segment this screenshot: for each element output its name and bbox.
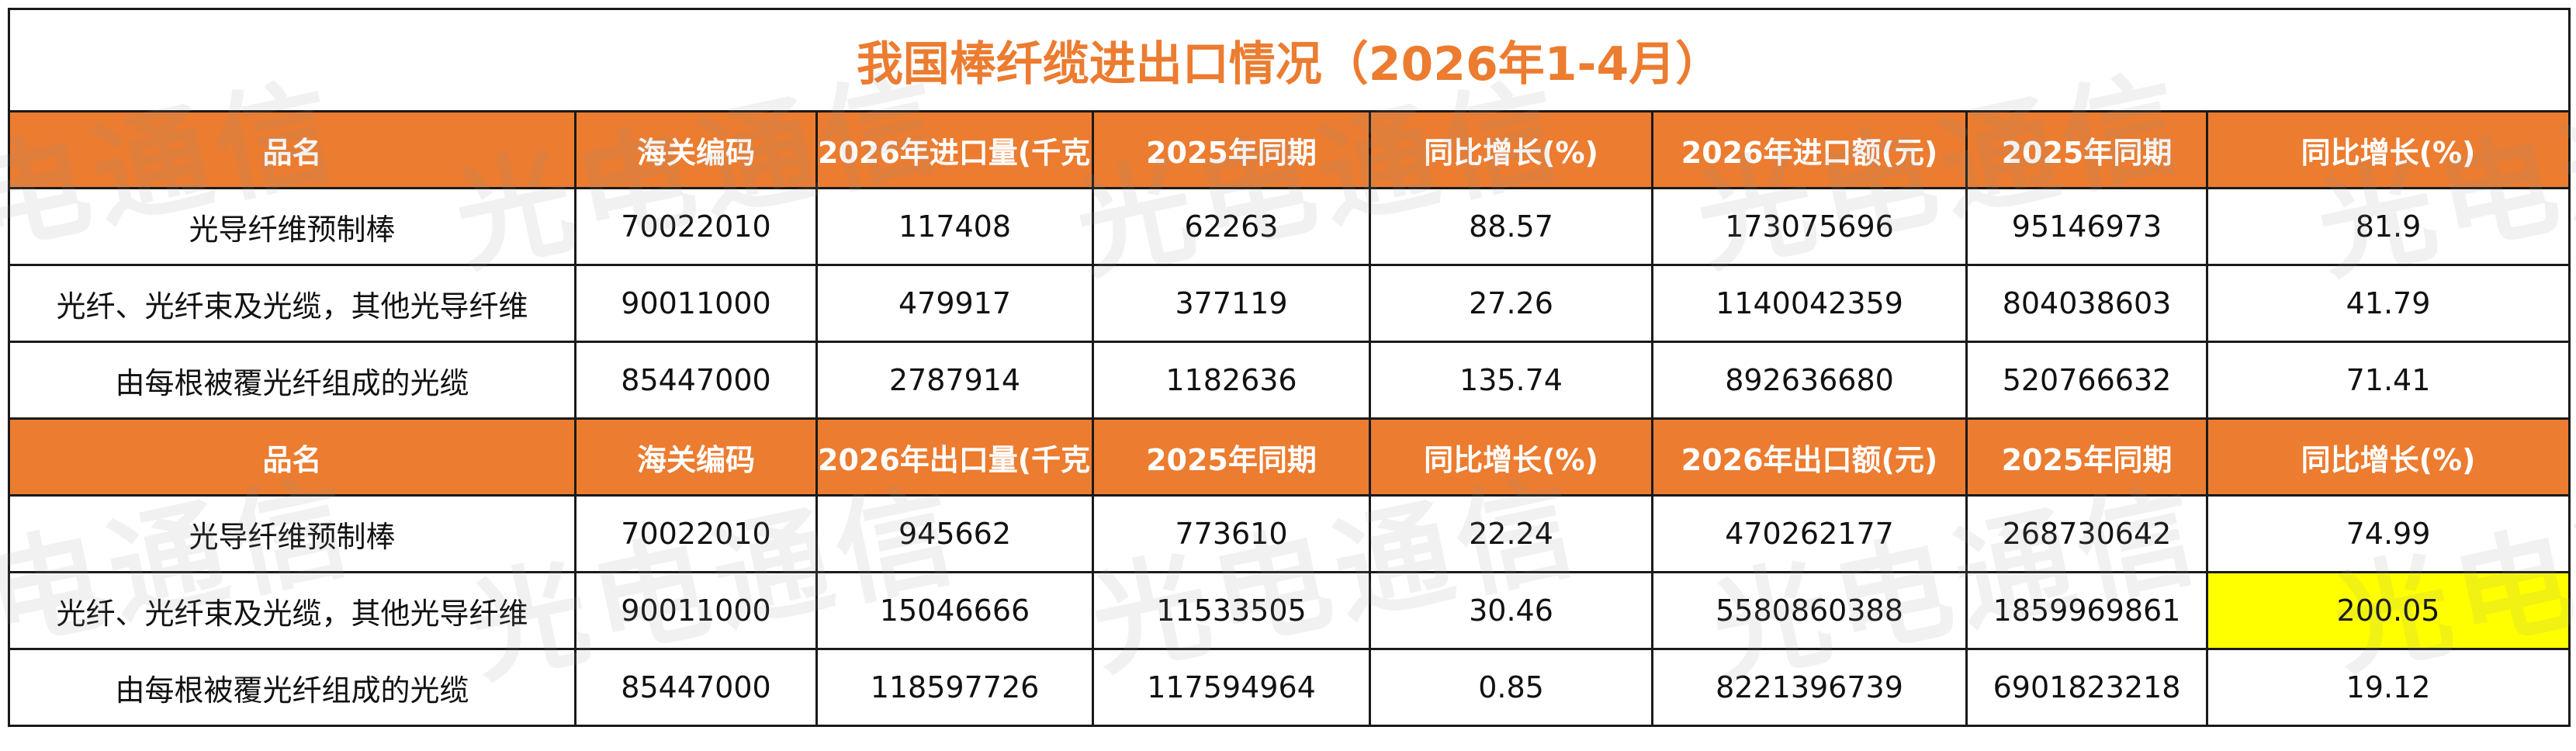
customs-code-cell: 70022010: [574, 494, 818, 573]
amount-growth-cell: 81.9: [2205, 187, 2571, 266]
header-cell: 同比增长(%): [1369, 417, 1653, 497]
prior-volume-cell: 11533505: [1092, 571, 1371, 650]
table-row: 光纤、光纤束及光缆，其他光导纤维 90011000 479917 377119 …: [8, 264, 2571, 343]
amount-cell: 8221396739: [1651, 648, 1968, 727]
header-cell: 同比增长(%): [2205, 110, 2571, 189]
volume-cell: 117408: [815, 187, 1094, 266]
volume-cell: 118597726: [815, 648, 1094, 727]
prior-volume-cell: 1182636: [1092, 341, 1371, 420]
title-row: 我国棒纤缆进出口情况（2026年1-4月）: [7, 8, 2571, 112]
header-cell: 2025年同期: [1092, 110, 1371, 189]
volume-growth-cell: 88.57: [1369, 187, 1653, 266]
product-name-cell: 光导纤维预制棒: [8, 187, 576, 266]
table-row: 光纤、光纤束及光缆，其他光导纤维 90011000 15046666 11533…: [8, 571, 2571, 650]
table-row: 光导纤维预制棒 70022010 117408 62263 88.57 1730…: [8, 187, 2571, 266]
volume-cell: 15046666: [815, 571, 1094, 650]
customs-code-cell: 90011000: [574, 571, 818, 650]
header-cell: 2026年进口量(千克): [815, 110, 1094, 189]
prior-amount-cell: 520766632: [1965, 341, 2208, 420]
product-name-cell: 光导纤维预制棒: [8, 494, 576, 573]
prior-amount-cell: 1859969861: [1965, 571, 2208, 650]
header-cell: 2026年进口额(元): [1651, 110, 1968, 189]
product-name-cell: 由每根被覆光纤组成的光缆: [8, 341, 576, 420]
amount-cell: 173075696: [1651, 187, 1968, 266]
volume-cell: 945662: [815, 494, 1094, 573]
volume-cell: 2787914: [815, 341, 1094, 420]
header-cell: 品名: [8, 110, 576, 189]
header-cell: 2026年出口量(千克): [815, 417, 1094, 497]
header-cell: 同比增长(%): [2205, 417, 2571, 497]
amount-cell: 470262177: [1651, 494, 1968, 573]
amount-growth-cell: 74.99: [2205, 494, 2571, 573]
prior-amount-cell: 268730642: [1965, 494, 2208, 573]
amount-cell: 892636680: [1651, 341, 1968, 420]
amount-growth-cell: 71.41: [2205, 341, 2571, 420]
header-cell: 同比增长(%): [1369, 110, 1653, 189]
header-cell: 海关编码: [574, 417, 818, 497]
volume-growth-cell: 0.85: [1369, 648, 1653, 727]
highlighted-growth-cell: 200.05: [2205, 571, 2571, 650]
customs-code-cell: 70022010: [574, 187, 818, 266]
volume-cell: 479917: [815, 264, 1094, 343]
table-row: 由每根被覆光纤组成的光缆 85447000 118597726 11759496…: [8, 648, 2571, 727]
trade-table: 我国棒纤缆进出口情况（2026年1-4月） 品名 海关编码 2026年进口量(千…: [7, 8, 2571, 727]
product-name-cell: 由每根被覆光纤组成的光缆: [8, 648, 576, 727]
prior-amount-cell: 804038603: [1965, 264, 2208, 343]
volume-growth-cell: 30.46: [1369, 571, 1653, 650]
amount-cell: 1140042359: [1651, 264, 1968, 343]
table-row: 由每根被覆光纤组成的光缆 85447000 2787914 1182636 13…: [8, 341, 2571, 420]
customs-code-cell: 85447000: [574, 341, 818, 420]
prior-volume-cell: 62263: [1092, 187, 1371, 266]
prior-volume-cell: 773610: [1092, 494, 1371, 573]
prior-volume-cell: 377119: [1092, 264, 1371, 343]
table-title: 我国棒纤缆进出口情况（2026年1-4月）: [7, 8, 2571, 112]
volume-growth-cell: 22.24: [1369, 494, 1653, 573]
customs-code-cell: 85447000: [574, 648, 818, 727]
amount-growth-cell: 41.79: [2205, 264, 2571, 343]
header-cell: 2025年同期: [1092, 417, 1371, 497]
amount-cell: 5580860388: [1651, 571, 1968, 650]
volume-growth-cell: 27.26: [1369, 264, 1653, 343]
customs-code-cell: 90011000: [574, 264, 818, 343]
header-cell: 海关编码: [574, 110, 818, 189]
import-header-row: 品名 海关编码 2026年进口量(千克) 2025年同期 同比增长(%) 202…: [8, 110, 2571, 189]
header-cell: 2026年出口额(元): [1651, 417, 1968, 497]
header-cell: 品名: [8, 417, 576, 497]
prior-amount-cell: 95146973: [1965, 187, 2208, 266]
amount-growth-cell: 19.12: [2205, 648, 2571, 727]
prior-amount-cell: 6901823218: [1965, 648, 2208, 727]
product-name-cell: 光纤、光纤束及光缆，其他光导纤维: [8, 264, 576, 343]
export-header-row: 品名 海关编码 2026年出口量(千克) 2025年同期 同比增长(%) 202…: [8, 417, 2571, 497]
volume-growth-cell: 135.74: [1369, 341, 1653, 420]
product-name-cell: 光纤、光纤束及光缆，其他光导纤维: [8, 571, 576, 650]
table-row: 光导纤维预制棒 70022010 945662 773610 22.24 470…: [8, 494, 2571, 573]
header-cell: 2025年同期: [1965, 417, 2208, 497]
header-cell: 2025年同期: [1965, 110, 2208, 189]
prior-volume-cell: 117594964: [1092, 648, 1371, 727]
